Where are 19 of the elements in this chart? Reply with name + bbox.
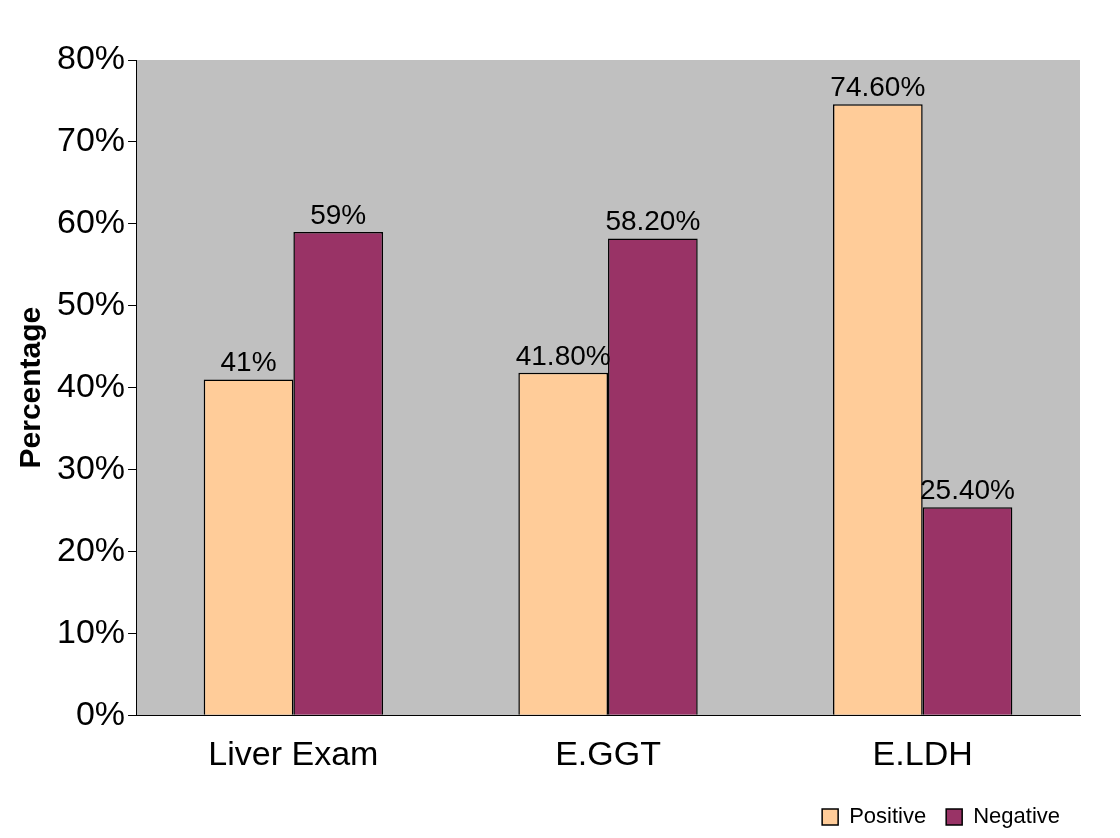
x-tick-label: E.LDH — [872, 733, 973, 772]
data-label: 58.20% — [605, 205, 701, 237]
y-tick-label: 10% — [56, 611, 126, 650]
legend-label: Positive — [849, 803, 927, 829]
y-axis-title: Percentage — [13, 306, 47, 469]
y-tick-label: 40% — [56, 365, 126, 404]
y-tick-label: 60% — [56, 202, 126, 241]
y-tick-label: 70% — [56, 120, 126, 159]
data-label: 41% — [220, 346, 277, 378]
data-label: 59% — [310, 198, 367, 230]
data-label: 74.60% — [830, 70, 926, 102]
y-tick-label: 20% — [56, 529, 126, 568]
y-tick-label: 0% — [75, 693, 126, 732]
x-tick-label: Liver Exam — [208, 733, 379, 772]
y-tick-label: 50% — [56, 284, 126, 323]
y-tick-label: 30% — [56, 447, 126, 486]
y-tick-label: 80% — [56, 38, 126, 77]
legend-label: Negative — [973, 803, 1061, 829]
x-tick-label: E.GGT — [555, 733, 661, 772]
